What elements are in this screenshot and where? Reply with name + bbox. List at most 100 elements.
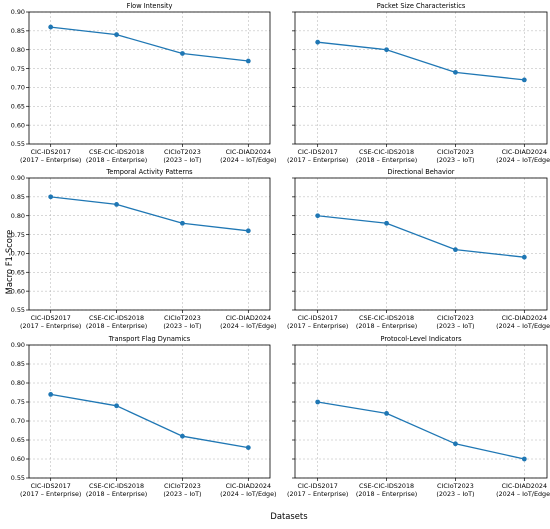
x-tick-label: CIC-IDS2017 — [31, 482, 71, 490]
panel-2: Packet Size CharacteristicsCIC-IDS2017(2… — [287, 2, 550, 164]
panel-6: Protocol-Level IndicatorsCIC-IDS2017(201… — [287, 335, 550, 498]
x-tick-label: CICIoT2023 — [164, 148, 201, 156]
panel-5: Transport Flag Dynamics 0.55 0.60 0.65 0.70 0… — [11, 335, 277, 498]
panel-title: Protocol-Level Indicators — [380, 335, 462, 343]
x-tick-label: (2023 – IoT) — [436, 490, 474, 498]
y-tick-label: 0.90 — [11, 174, 25, 182]
y-tick-label: 0.60 — [11, 287, 25, 295]
data-point — [453, 69, 458, 75]
y-tick-label: 0.90 — [11, 341, 25, 349]
x-tick-label: (2018 – Enterprise) — [86, 322, 147, 330]
y-tick-label: 0.70 — [11, 84, 25, 92]
x-tick-label: CIC-DIAD2024 — [502, 314, 547, 322]
x-tick-label: CSE-CIC-IDS2018 — [89, 314, 144, 322]
axes-frame — [294, 11, 548, 145]
data-point — [48, 392, 54, 397]
data-point — [180, 433, 185, 439]
y-axis-label: Macro F1-Score — [4, 230, 14, 295]
x-tick-label: CIC-DIAD2024 — [502, 148, 547, 156]
panel-title: Transport Flag Dynamics — [108, 335, 191, 343]
x-tick-label: CIC-IDS2017 — [31, 314, 71, 322]
x-tick-label: CICIoT2023 — [164, 482, 201, 490]
y-tick-label: 0.85 — [11, 193, 25, 201]
data-point — [114, 32, 119, 38]
x-tick-label: (2017 – Enterprise) — [20, 156, 81, 164]
panel-title: Temporal Activity Patterns — [105, 168, 193, 176]
x-tick-label: (2018 – Enterprise) — [86, 490, 147, 498]
x-tick-label: CICIoT2023 — [437, 148, 474, 156]
x-tick-label: CSE-CIC-IDS2018 — [89, 148, 144, 156]
y-tick-label: 0.65 — [11, 436, 25, 444]
x-tick-label: CIC-IDS2017 — [298, 482, 338, 490]
data-point — [48, 194, 54, 200]
x-tick-label: (2024 – IoT/Edge) — [220, 322, 276, 330]
x-tick-label: CSE-CIC-IDS2018 — [89, 482, 144, 490]
x-tick-label: CSE-CIC-IDS2018 — [359, 482, 414, 490]
data-point — [114, 403, 119, 409]
y-tick-label: 0.75 — [11, 231, 25, 239]
y-tick-label: 0.85 — [11, 27, 25, 35]
y-tick-label: 0.70 — [11, 417, 25, 425]
y-tick-label: 0.65 — [11, 102, 25, 110]
axes-frame — [28, 11, 271, 145]
data-point — [521, 77, 527, 83]
x-tick-label: (2023 – IoT) — [436, 156, 474, 164]
data-point — [48, 24, 54, 30]
axes-frame — [28, 177, 271, 311]
y-tick-label: 0.65 — [11, 268, 25, 276]
x-tick-label: (2018 – Enterprise) — [86, 156, 147, 164]
data-point — [315, 213, 321, 219]
x-tick-label: (2024 – IoT/Edge) — [220, 490, 276, 498]
data-point — [521, 456, 527, 462]
data-point — [384, 220, 389, 226]
x-tick-label: CICIoT2023 — [164, 314, 201, 322]
data-point — [384, 47, 389, 53]
x-tick-label: (2018 – Enterprise) — [356, 490, 417, 498]
x-tick-label: CIC-DIAD2024 — [226, 314, 271, 322]
x-tick-label: (2018 – Enterprise) — [356, 156, 417, 164]
series-line — [50, 26, 249, 62]
x-axis-label: Datasets — [270, 511, 307, 521]
y-tick-label: 0.80 — [11, 212, 25, 220]
x-tick-label: CIC-IDS2017 — [31, 148, 71, 156]
data-point — [315, 399, 321, 405]
x-tick-label: CIC-IDS2017 — [298, 148, 338, 156]
data-point — [453, 247, 458, 253]
chart-panels: Flow Intensity 0.55 0.60 0.65 0.70 0.75 0.80 0.… — [11, 2, 550, 498]
y-tick-label: 0.55 — [11, 306, 25, 314]
x-tick-label: (2017 – Enterprise) — [20, 490, 81, 498]
data-point — [384, 411, 389, 416]
y-tick-label: 0.55 — [11, 474, 25, 482]
x-tick-label: CSE-CIC-IDS2018 — [359, 148, 414, 156]
x-tick-label: CIC-DIAD2024 — [226, 482, 271, 490]
x-tick-label: CIC-DIAD2024 — [502, 482, 547, 490]
y-tick-label: 0.75 — [11, 398, 25, 406]
x-tick-label: (2024 – IoT/Edge) — [496, 156, 550, 164]
x-tick-label: CICIoT2023 — [437, 314, 474, 322]
panel-title: Directional Behavior — [387, 168, 454, 176]
data-point — [114, 202, 119, 207]
series-line — [317, 215, 525, 258]
y-tick-label: 0.75 — [11, 65, 25, 73]
x-tick-label: (2023 – IoT) — [163, 490, 201, 498]
data-point — [245, 228, 251, 234]
data-point — [521, 254, 527, 260]
y-tick-label: 0.60 — [11, 121, 25, 129]
x-tick-label: (2017 – Enterprise) — [287, 156, 348, 164]
x-tick-label: (2023 – IoT) — [163, 156, 201, 164]
x-tick-label: (2024 – IoT/Edge) — [496, 490, 550, 498]
data-point — [180, 220, 185, 226]
panel-title: Flow Intensity — [127, 2, 173, 10]
x-tick-label: CSE-CIC-IDS2018 — [359, 314, 414, 322]
data-point — [453, 441, 458, 447]
data-point — [245, 58, 251, 64]
data-point — [180, 51, 185, 56]
data-point — [245, 445, 251, 450]
x-tick-label: (2024 – IoT/Edge) — [496, 322, 550, 330]
panel-3: Temporal Activity Patterns 0.55 0.60 0.65 0.… — [11, 168, 277, 330]
x-tick-label: CICIoT2023 — [437, 482, 474, 490]
axes-frame — [28, 344, 271, 479]
x-tick-label: (2017 – Enterprise) — [287, 490, 348, 498]
series-line — [50, 196, 249, 232]
